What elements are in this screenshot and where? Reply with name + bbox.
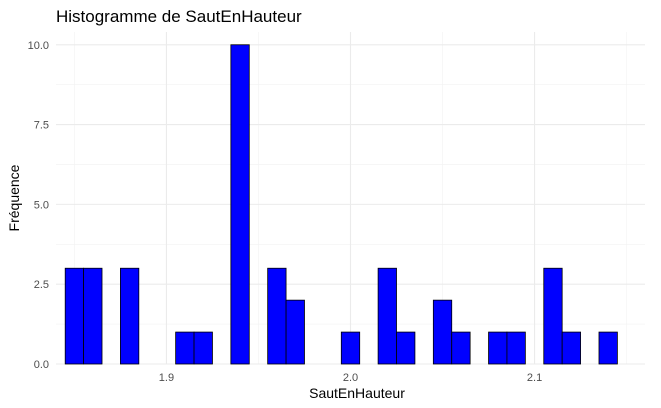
- y-axis-ticks: 0.0 2.5 5.0 7.5 10.0: [28, 40, 49, 371]
- histogram-bar: [340, 331, 361, 365]
- y-axis-label: Fréquence: [6, 164, 22, 231]
- x-axis-ticks: 1.9 2.0 2.1: [159, 372, 542, 384]
- y-tick-label: 0.0: [34, 359, 49, 371]
- histogram-bar: [267, 267, 287, 365]
- histogram-bar: [543, 267, 563, 365]
- y-tick-label: 10.0: [28, 40, 49, 52]
- histogram-bar: [230, 44, 250, 365]
- histogram-bars: [64, 44, 618, 365]
- histogram-bar: [561, 331, 581, 365]
- histogram-bar: [377, 267, 397, 365]
- chart-title: Histogramme de SautEnHauteur: [56, 7, 302, 26]
- x-axis-label: SautEnHauteur: [309, 385, 405, 401]
- y-tick-label: 7.5: [34, 120, 49, 132]
- x-tick-label: 2.0: [343, 372, 358, 384]
- y-tick-label: 2.5: [34, 279, 49, 291]
- histogram-bar: [120, 267, 140, 365]
- histogram-bar: [396, 331, 416, 365]
- x-tick-label: 1.9: [159, 372, 174, 384]
- histogram-bar: [451, 331, 471, 365]
- histogram-bar: [83, 267, 103, 365]
- histogram-bar: [64, 267, 85, 365]
- histogram-bar: [488, 331, 508, 365]
- x-tick-label: 2.1: [527, 372, 542, 384]
- histogram-bar: [598, 331, 618, 365]
- histogram-bar: [193, 331, 213, 365]
- histogram-bar: [506, 331, 526, 365]
- y-tick-label: 5.0: [34, 199, 49, 211]
- histogram-bar: [285, 299, 305, 365]
- histogram-bar: [432, 299, 453, 365]
- histogram-bar: [175, 331, 195, 365]
